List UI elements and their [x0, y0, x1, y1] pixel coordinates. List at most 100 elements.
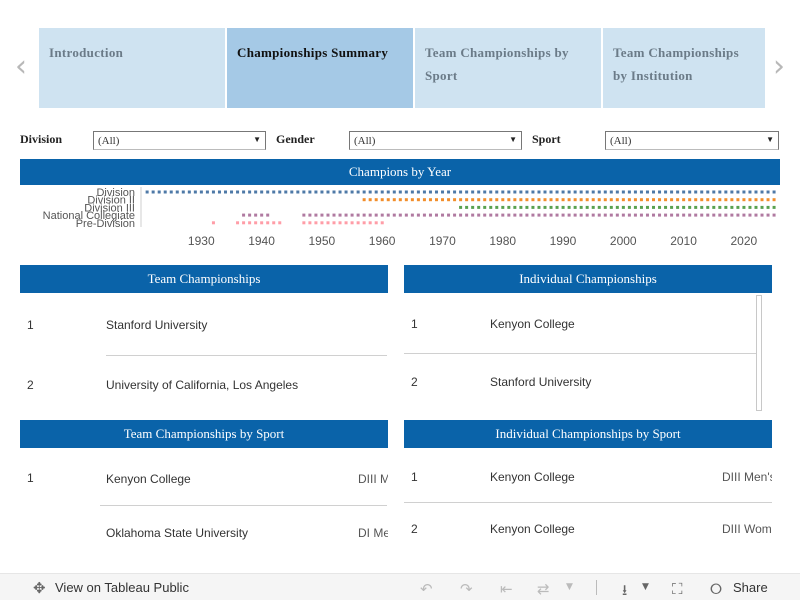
- champion-year-mark[interactable]: [561, 190, 565, 194]
- champion-year-mark[interactable]: [736, 198, 740, 202]
- champion-year-mark[interactable]: [603, 205, 607, 209]
- champion-year-mark[interactable]: [670, 213, 674, 217]
- champion-year-mark[interactable]: [507, 198, 511, 202]
- champion-year-mark[interactable]: [609, 205, 613, 209]
- champion-year-mark[interactable]: [157, 190, 161, 194]
- champion-year-mark[interactable]: [513, 190, 517, 194]
- champion-year-mark[interactable]: [700, 213, 704, 217]
- champion-year-mark[interactable]: [495, 190, 499, 194]
- champion-year-mark[interactable]: [639, 205, 643, 209]
- champion-year-mark[interactable]: [603, 213, 607, 217]
- champion-year-mark[interactable]: [627, 213, 631, 217]
- champion-year-mark[interactable]: [356, 190, 360, 194]
- champion-year-mark[interactable]: [615, 205, 619, 209]
- champion-year-mark[interactable]: [748, 190, 752, 194]
- champion-year-mark[interactable]: [308, 221, 312, 225]
- champion-year-mark[interactable]: [766, 213, 770, 217]
- champion-year-mark[interactable]: [579, 205, 583, 209]
- champion-year-mark[interactable]: [549, 213, 553, 217]
- champion-year-mark[interactable]: [760, 213, 764, 217]
- champion-year-mark[interactable]: [453, 190, 457, 194]
- champion-year-mark[interactable]: [404, 213, 408, 217]
- champion-year-mark[interactable]: [772, 205, 776, 209]
- champion-year-mark[interactable]: [495, 213, 499, 217]
- champion-year-mark[interactable]: [362, 190, 366, 194]
- champion-year-mark[interactable]: [266, 221, 270, 225]
- champion-year-mark[interactable]: [447, 190, 451, 194]
- champion-year-mark[interactable]: [332, 221, 336, 225]
- chevron-left-icon[interactable]: ‹: [15, 49, 27, 84]
- champion-year-mark[interactable]: [700, 205, 704, 209]
- champion-year-mark[interactable]: [428, 198, 432, 202]
- champion-year-mark[interactable]: [549, 190, 553, 194]
- champion-year-mark[interactable]: [338, 221, 342, 225]
- champion-year-mark[interactable]: [621, 205, 625, 209]
- champion-year-mark[interactable]: [374, 213, 378, 217]
- champion-year-mark[interactable]: [639, 213, 643, 217]
- champion-year-mark[interactable]: [459, 213, 463, 217]
- champion-year-mark[interactable]: [453, 198, 457, 202]
- redo-icon[interactable]: ↷: [460, 580, 473, 598]
- champion-year-mark[interactable]: [332, 190, 336, 194]
- champion-year-mark[interactable]: [609, 213, 613, 217]
- champion-year-mark[interactable]: [700, 198, 704, 202]
- champion-year-mark[interactable]: [682, 198, 686, 202]
- champion-year-mark[interactable]: [145, 190, 149, 194]
- champion-year-mark[interactable]: [627, 205, 631, 209]
- champion-year-mark[interactable]: [338, 213, 342, 217]
- revert-icon[interactable]: ⇤: [500, 580, 513, 598]
- champion-year-mark[interactable]: [760, 198, 764, 202]
- champion-year-mark[interactable]: [724, 213, 728, 217]
- champion-year-mark[interactable]: [621, 213, 625, 217]
- champion-year-mark[interactable]: [579, 213, 583, 217]
- champion-year-mark[interactable]: [760, 190, 764, 194]
- champion-year-mark[interactable]: [380, 221, 384, 225]
- champion-year-mark[interactable]: [658, 198, 662, 202]
- champion-year-mark[interactable]: [459, 198, 463, 202]
- champion-year-mark[interactable]: [193, 190, 197, 194]
- champion-year-mark[interactable]: [597, 198, 601, 202]
- champion-year-mark[interactable]: [308, 190, 312, 194]
- champion-year-mark[interactable]: [368, 213, 372, 217]
- champion-year-mark[interactable]: [314, 213, 318, 217]
- champion-year-mark[interactable]: [380, 190, 384, 194]
- champion-year-mark[interactable]: [724, 190, 728, 194]
- champion-year-mark[interactable]: [712, 190, 716, 194]
- champion-year-mark[interactable]: [730, 213, 734, 217]
- champion-year-mark[interactable]: [706, 198, 710, 202]
- champion-year-mark[interactable]: [296, 190, 300, 194]
- tab-championships-summary[interactable]: Championships Summary: [227, 28, 413, 108]
- champion-year-mark[interactable]: [374, 198, 378, 202]
- champion-year-mark[interactable]: [314, 221, 318, 225]
- champion-year-mark[interactable]: [362, 221, 366, 225]
- champion-year-mark[interactable]: [639, 190, 643, 194]
- champion-year-mark[interactable]: [585, 198, 589, 202]
- champion-year-mark[interactable]: [676, 198, 680, 202]
- champion-year-mark[interactable]: [537, 198, 541, 202]
- champion-year-mark[interactable]: [742, 198, 746, 202]
- champion-year-mark[interactable]: [615, 198, 619, 202]
- champion-year-mark[interactable]: [537, 213, 541, 217]
- champion-year-mark[interactable]: [320, 213, 324, 217]
- champion-year-mark[interactable]: [434, 190, 438, 194]
- champion-year-mark[interactable]: [688, 213, 692, 217]
- champion-year-mark[interactable]: [579, 198, 583, 202]
- champion-year-mark[interactable]: [682, 205, 686, 209]
- champion-year-mark[interactable]: [350, 221, 354, 225]
- champion-year-mark[interactable]: [217, 190, 221, 194]
- champion-year-mark[interactable]: [736, 213, 740, 217]
- champion-year-mark[interactable]: [344, 221, 348, 225]
- champion-year-mark[interactable]: [700, 190, 704, 194]
- champion-year-mark[interactable]: [633, 205, 637, 209]
- champion-year-mark[interactable]: [326, 221, 330, 225]
- champion-year-mark[interactable]: [513, 213, 517, 217]
- champion-year-mark[interactable]: [513, 198, 517, 202]
- champion-year-mark[interactable]: [664, 205, 668, 209]
- champion-year-mark[interactable]: [326, 190, 330, 194]
- champion-year-mark[interactable]: [694, 205, 698, 209]
- champion-year-mark[interactable]: [465, 213, 469, 217]
- champion-year-mark[interactable]: [501, 205, 505, 209]
- champion-year-mark[interactable]: [272, 221, 276, 225]
- champion-year-mark[interactable]: [260, 190, 264, 194]
- champion-year-mark[interactable]: [561, 205, 565, 209]
